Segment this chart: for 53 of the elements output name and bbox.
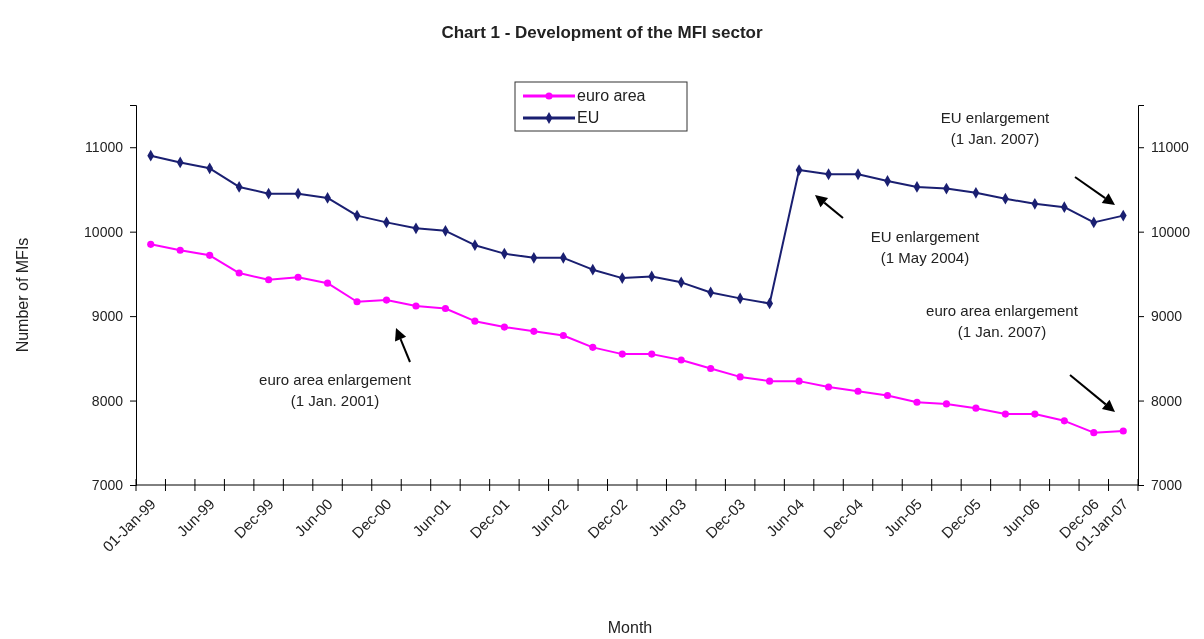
point (235, 269, 243, 277)
point (1031, 410, 1039, 418)
legend-label: euro area (577, 87, 646, 104)
point (648, 350, 656, 358)
y2-tick-label: 10000 (1151, 223, 1191, 240)
point (294, 273, 302, 281)
point (1090, 429, 1098, 437)
point (1001, 410, 1009, 418)
point (736, 373, 744, 381)
point (766, 377, 774, 385)
y-tick-label: 9000 (91, 308, 124, 325)
y2-tick-label: 8000 (1151, 392, 1183, 409)
point (206, 251, 214, 259)
point (824, 383, 833, 391)
point (1060, 417, 1068, 425)
y-tick-label: 7000 (91, 476, 124, 493)
point (353, 298, 361, 306)
point (589, 343, 597, 351)
point (530, 327, 538, 335)
point (972, 404, 980, 412)
y-tick-label: 10000 (84, 223, 124, 240)
point (795, 377, 803, 385)
annotation: euro area enlargement (1 Jan. 2001) (259, 371, 412, 409)
point (471, 317, 479, 325)
point (323, 279, 332, 287)
y2-tick-label: 11000 (1151, 139, 1190, 156)
y2-tick-label: 9000 (1151, 308, 1183, 325)
point (265, 276, 273, 284)
y-axis-title: Number of MFIs (14, 237, 31, 353)
annotation: euro area enlargement (1 Jan. 2007) (926, 302, 1079, 340)
legend-label: EU (577, 109, 600, 126)
annotation: EU enlargement (1 Jan. 2007) (940, 109, 1051, 147)
y2-tick-label: 7000 (1151, 476, 1183, 493)
point (618, 350, 626, 358)
point (1119, 427, 1127, 435)
point (176, 246, 184, 254)
y-tick-label: 8000 (91, 392, 124, 409)
chart-title: Chart 1 - Development of the MFI sector (441, 23, 763, 42)
point (441, 304, 450, 313)
point (913, 398, 921, 406)
point (382, 296, 391, 304)
point (883, 391, 892, 400)
point (677, 356, 685, 364)
annotation: EU enlargement (1 May 2004) (870, 228, 981, 266)
x-axis-title: Month (607, 619, 653, 636)
point (942, 400, 951, 408)
point (500, 323, 508, 331)
point (147, 240, 155, 248)
point (854, 387, 862, 395)
point (559, 331, 567, 340)
point (707, 364, 715, 373)
y-tick-label: 11000 (85, 139, 124, 156)
point (412, 302, 420, 310)
